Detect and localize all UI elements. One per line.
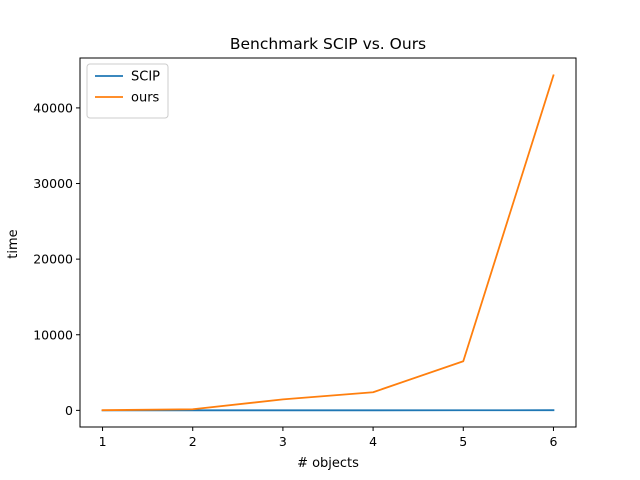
plot-area: 1 2 3 4 5 6 0 10000 20000 30000 40000 SCIP ours — [33, 57, 577, 449]
axes-frame — [79, 57, 577, 428]
x-axis-label: # objects — [297, 456, 359, 471]
series-line-ours — [101, 74, 555, 412]
y-tick-label: 30000 — [33, 176, 73, 191]
y-tick-label: 20000 — [33, 252, 73, 267]
legend-box — [86, 63, 169, 119]
x-tick-label: 5 — [459, 434, 467, 449]
y-tick-label: 10000 — [33, 327, 73, 342]
x-tick-label: 3 — [279, 434, 287, 449]
y-tick-label: 0 — [65, 403, 73, 418]
x-tick-label: 4 — [369, 434, 377, 449]
chart-title: Benchmark SCIP vs. Ours — [230, 35, 426, 53]
y-tick-label: 40000 — [33, 100, 73, 115]
x-tick-label: 6 — [549, 434, 557, 449]
legend-label-scip: SCIP — [131, 70, 160, 85]
legend-label-ours: ours — [131, 91, 160, 106]
y-axis-label: time — [6, 229, 21, 258]
x-tick-label: 2 — [189, 434, 197, 449]
x-tick-label: 1 — [99, 434, 107, 449]
